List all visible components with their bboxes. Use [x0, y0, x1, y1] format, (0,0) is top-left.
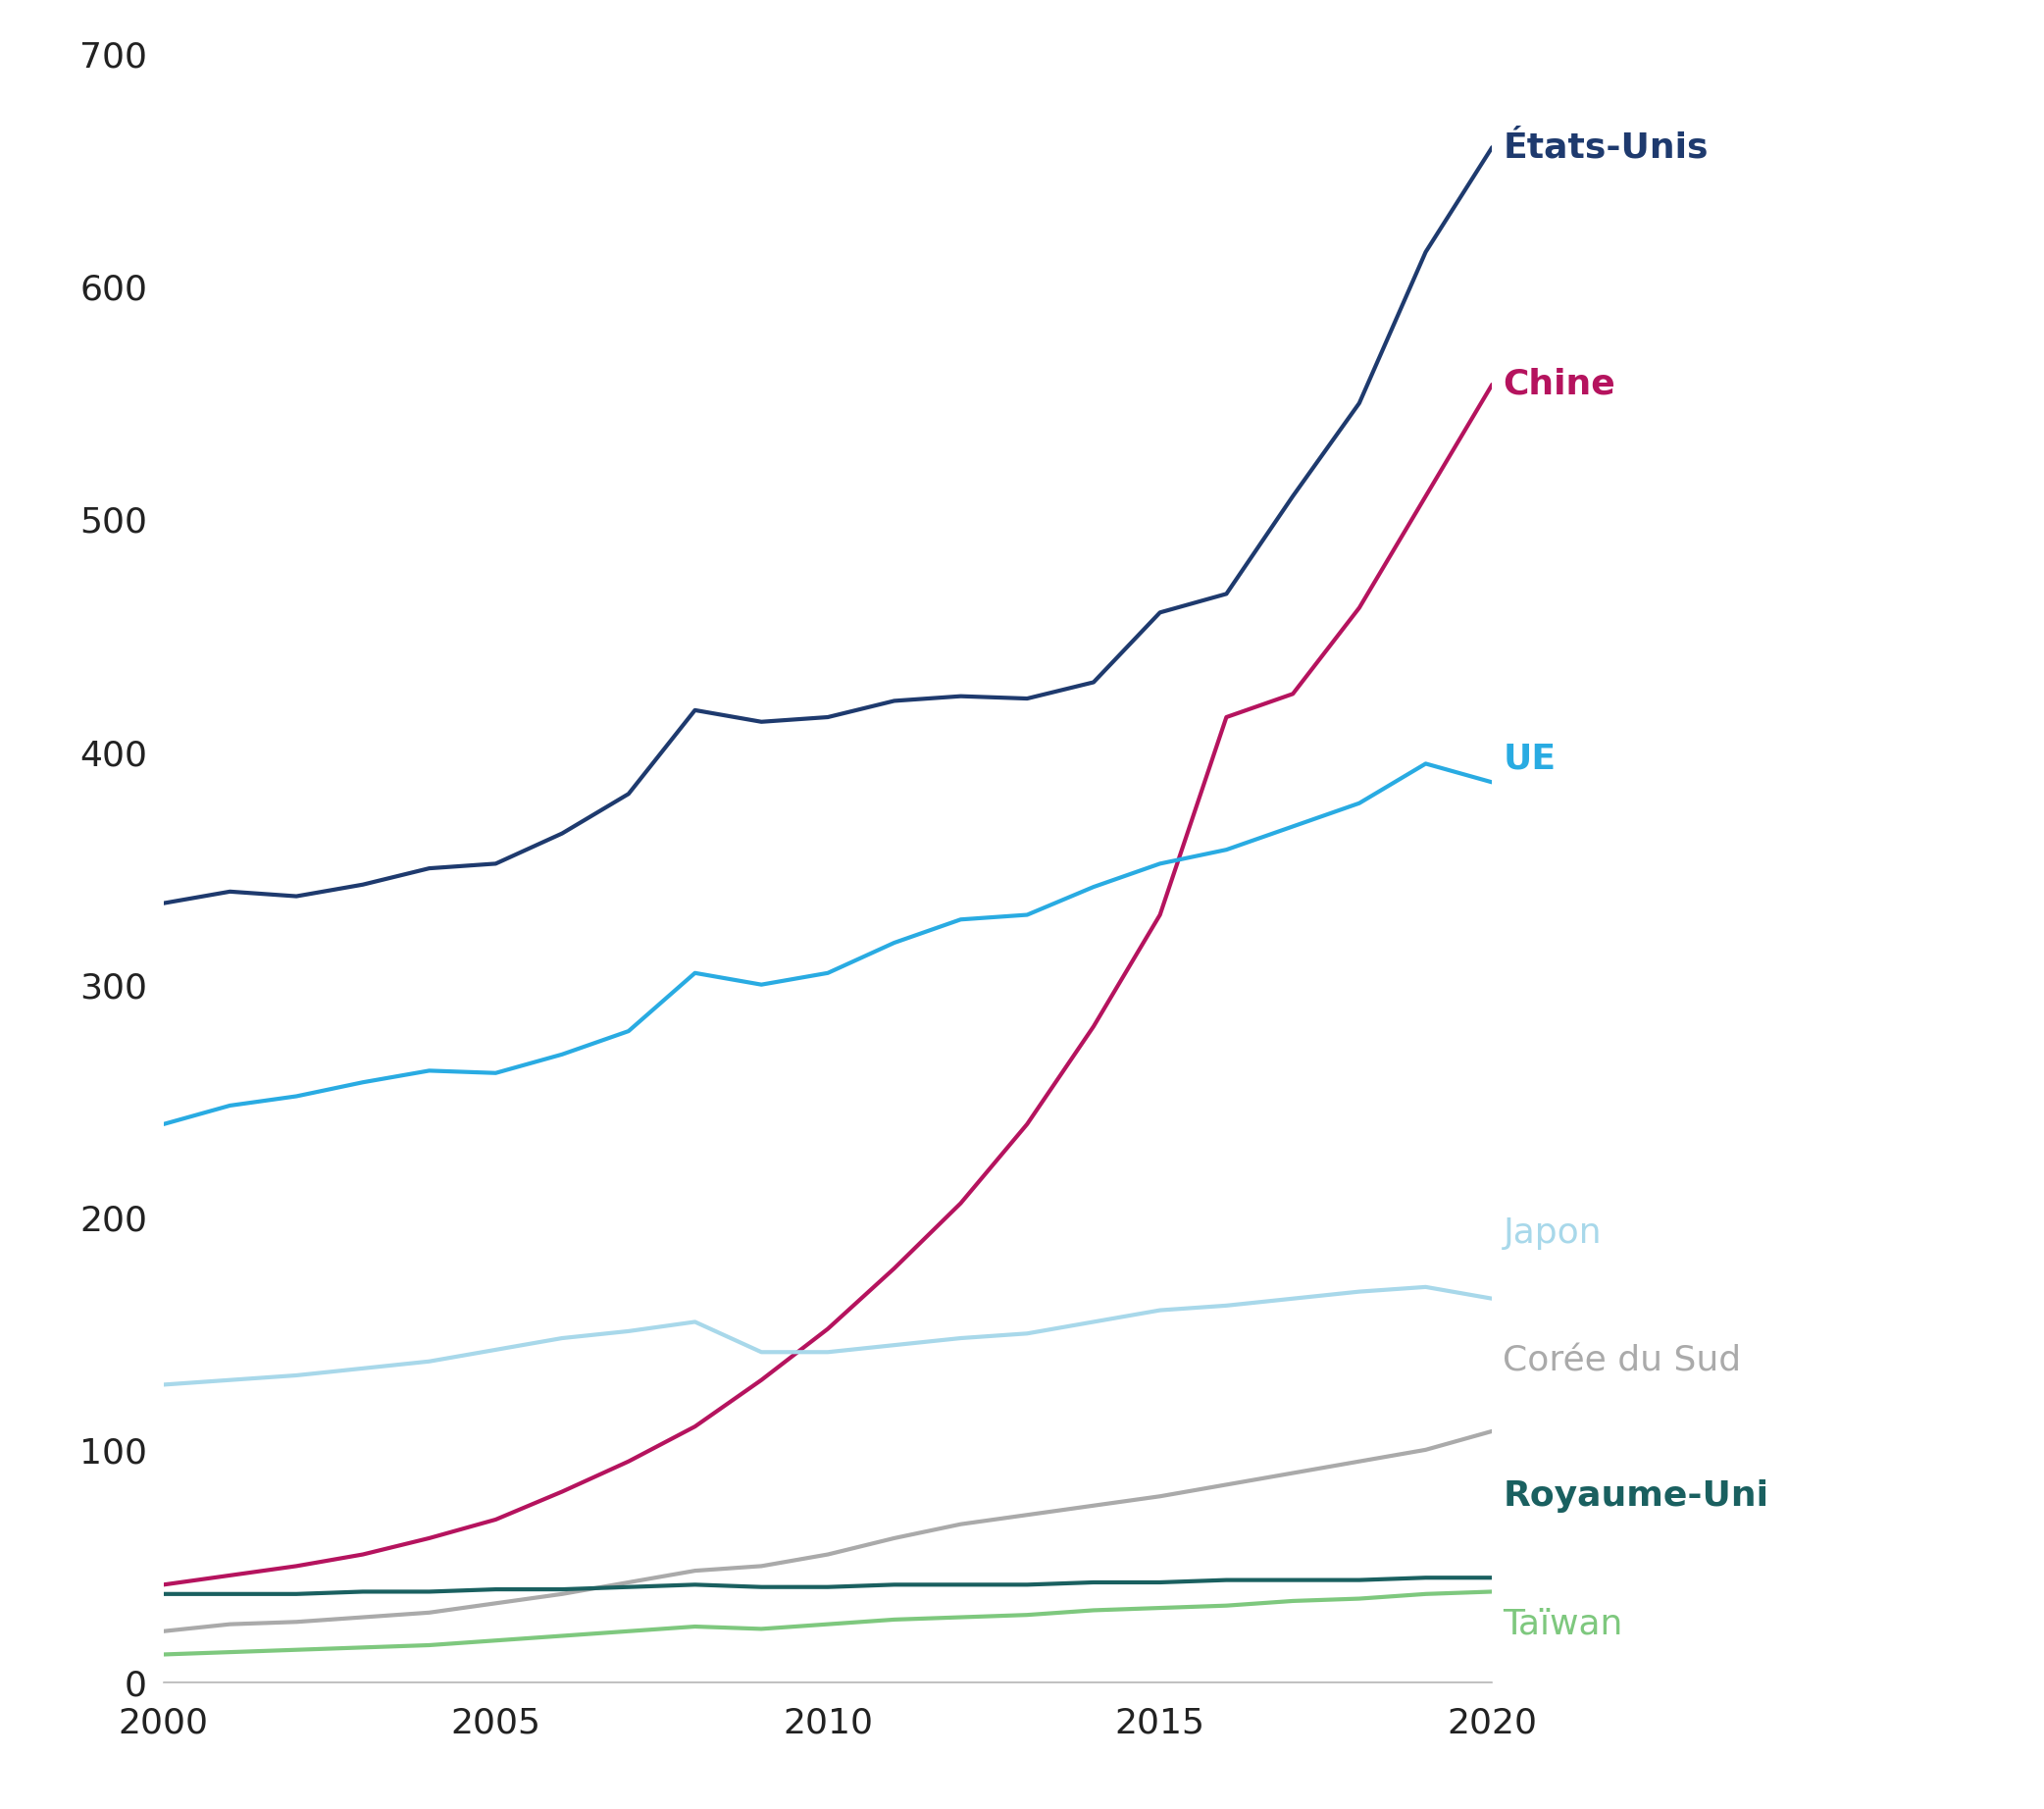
Text: Royaume-Uni: Royaume-Uni: [1502, 1480, 1768, 1512]
Text: États-Unis: États-Unis: [1502, 130, 1709, 165]
Text: UE: UE: [1502, 742, 1555, 776]
Text: Taïwan: Taïwan: [1502, 1608, 1623, 1641]
Text: Corée du Sud: Corée du Sud: [1502, 1344, 1741, 1378]
Text: Chine: Chine: [1502, 367, 1615, 402]
Text: Japon: Japon: [1502, 1217, 1602, 1250]
